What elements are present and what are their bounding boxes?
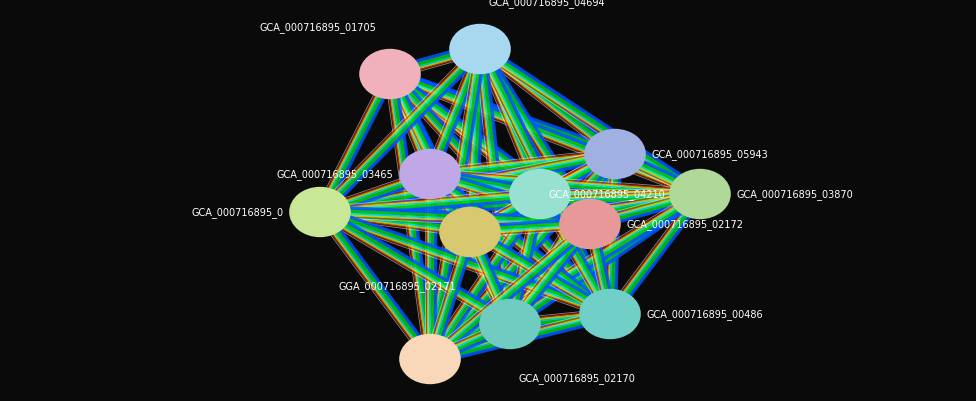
Ellipse shape: [359, 50, 421, 100]
Text: GGA_000716895_02171: GGA_000716895_02171: [339, 280, 456, 291]
Ellipse shape: [579, 289, 641, 339]
Ellipse shape: [399, 150, 461, 200]
Ellipse shape: [559, 199, 621, 249]
Text: GCA_000716895_0: GCA_000716895_0: [191, 207, 284, 218]
Ellipse shape: [439, 207, 501, 257]
Text: GCA_000716895_02170: GCA_000716895_02170: [518, 372, 635, 383]
Ellipse shape: [585, 130, 646, 180]
Text: GCA_000716895_03870: GCA_000716895_03870: [737, 189, 853, 200]
Text: GCA_000716895_03465: GCA_000716895_03465: [277, 169, 393, 180]
Ellipse shape: [399, 334, 461, 384]
Text: GCA_000716895_05943: GCA_000716895_05943: [651, 149, 768, 160]
Ellipse shape: [509, 169, 571, 220]
Text: GCA_000716895_00486: GCA_000716895_00486: [646, 309, 763, 320]
Text: GCA_000716895_01705: GCA_000716895_01705: [259, 22, 376, 33]
Ellipse shape: [289, 187, 350, 238]
Text: GCA_000716895_02172: GCA_000716895_02172: [627, 219, 744, 230]
Ellipse shape: [479, 299, 541, 349]
Text: GCA_000716895_04210: GCA_000716895_04210: [549, 189, 666, 200]
Ellipse shape: [449, 25, 510, 75]
Ellipse shape: [670, 169, 731, 220]
Text: GCA_000716895_04694: GCA_000716895_04694: [488, 0, 605, 8]
